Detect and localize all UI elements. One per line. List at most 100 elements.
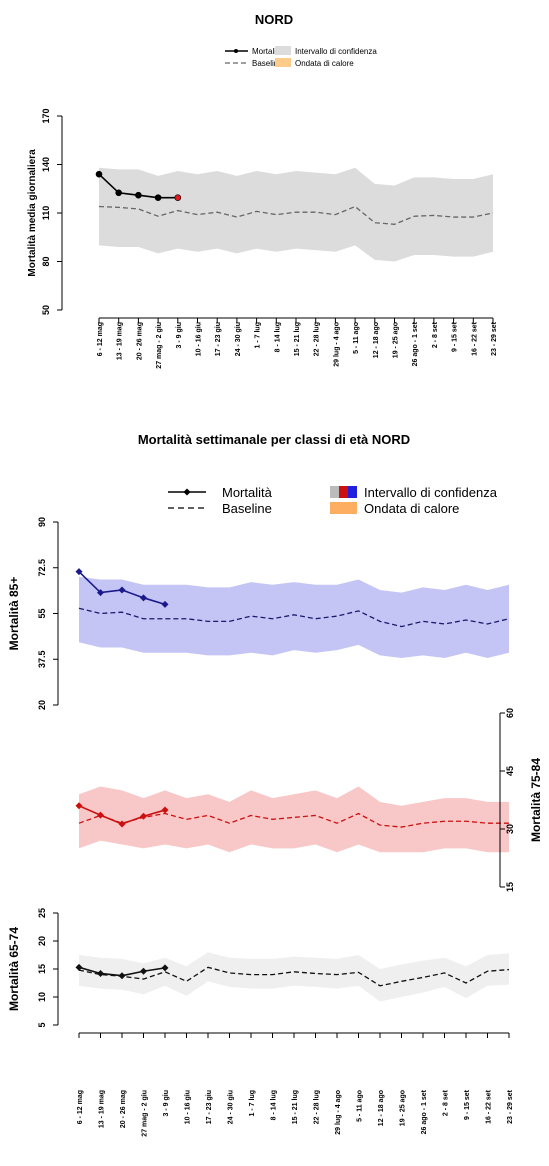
- data-point: [97, 969, 104, 977]
- x-tick-label: 13 - 19 mag: [117, 322, 124, 360]
- legend-swatch: [330, 502, 357, 514]
- data-point: [118, 586, 126, 594]
- legend-label: Mortalità: [252, 47, 283, 56]
- chart-title: Mortalità settimanale per classi di età …: [138, 432, 410, 447]
- x-tick-label: 17 - 23 giu: [206, 1090, 213, 1124]
- data-point: [97, 589, 104, 597]
- baseline-line: [98, 205, 494, 225]
- x-tick-label: 29 lug - 4 ago: [333, 322, 340, 367]
- x-tick-label: 19 - 25 ago: [393, 322, 400, 358]
- x-tick-label: 15 - 21 lug: [294, 322, 301, 356]
- x-tick-label: 26 ago - 1 set: [421, 1089, 428, 1134]
- y-tick-label: 25: [37, 908, 47, 918]
- data-point: [115, 189, 122, 197]
- y-tick-label: 5: [37, 1022, 47, 1027]
- x-tick-label: 5 - 11 ago: [357, 1090, 364, 1122]
- x-tick-label: 6 - 12 mag: [97, 322, 104, 356]
- x-tick-label: 12 - 18 ago: [373, 322, 380, 358]
- legend-marker: [234, 49, 238, 53]
- x-tick-label: 9 - 15 set: [464, 1089, 471, 1120]
- y-axis-title: Mortalità 65-74: [7, 927, 21, 1011]
- data-point: [161, 964, 169, 972]
- y-tick-label: 15: [37, 964, 47, 974]
- data-point: [75, 802, 83, 810]
- x-tick-label: 8 - 14 lug: [274, 322, 281, 352]
- y-tick-label: 37.5: [37, 650, 47, 668]
- confidence-band: [79, 786, 509, 853]
- x-tick-label: 6 - 12 mag: [77, 1090, 84, 1124]
- legend-label: Ondata di calore: [295, 59, 354, 68]
- legend-label: Baseline: [222, 501, 272, 516]
- x-tick-label: 10 - 16 giu: [185, 1090, 192, 1124]
- x-tick-label: 9 - 15 set: [452, 321, 459, 352]
- y-tick-label: 72.5: [37, 559, 47, 577]
- x-tick-label: 1 - 7 lug: [249, 1090, 256, 1116]
- x-tick-label: 16 - 22 set: [486, 1089, 493, 1124]
- x-tick-label: 22 - 28 lug: [314, 1090, 321, 1124]
- data-point: [161, 600, 169, 608]
- y-axis-title: Mortalità 85+: [7, 577, 21, 651]
- legend-marker: [183, 488, 191, 496]
- x-tick-label: 17 - 23 giu: [215, 322, 222, 356]
- x-tick-label: 26 ago - 1 set: [412, 321, 419, 366]
- x-tick-label: 16 - 22 set: [471, 321, 478, 356]
- legend-swatch: [348, 486, 357, 498]
- x-tick-label: 29 lug - 4 ago: [335, 1090, 342, 1135]
- baseline-line: [78, 607, 510, 628]
- data-point: [95, 170, 103, 178]
- x-tick-label: 13 - 19 mag: [99, 1090, 106, 1128]
- x-tick-label: 2 - 8 set: [432, 321, 439, 348]
- x-tick-label: 1 - 7 lug: [255, 322, 262, 348]
- y-tick-label: 45: [505, 766, 515, 776]
- x-tick-label: 23 - 29 set: [491, 321, 498, 356]
- legend-label: Intervallo di confidenza: [364, 485, 498, 500]
- y-tick-label: 15: [505, 882, 515, 892]
- y-tick-label: 50: [41, 305, 51, 315]
- y-tick-label: 60: [505, 708, 515, 718]
- x-tick-label: 3 - 9 giu: [176, 322, 183, 348]
- legend-label: Mortalità: [222, 485, 273, 500]
- confidence-band: [99, 167, 493, 262]
- x-tick-label: 3 - 9 giu: [163, 1090, 170, 1116]
- x-tick-label: 24 - 30 giu: [228, 1090, 235, 1124]
- y-tick-label: 140: [41, 157, 51, 172]
- x-tick-label: 20 - 26 mag: [136, 322, 143, 360]
- x-tick-label: 8 - 14 lug: [271, 1090, 278, 1120]
- data-point: [154, 194, 162, 201]
- x-tick-label: 23 - 29 set: [507, 1089, 514, 1124]
- confidence-band: [79, 952, 509, 1002]
- x-tick-label: 27 mag - 2 giu: [156, 322, 163, 369]
- x-tick-label: 15 - 21 lug: [292, 1090, 299, 1124]
- x-tick-label: 27 mag - 2 giu: [142, 1090, 149, 1137]
- y-tick-label: 90: [37, 517, 47, 527]
- x-tick-label: 2 - 8 set: [443, 1089, 450, 1116]
- baseline-line: [78, 812, 509, 828]
- legend-swatch: [275, 46, 291, 55]
- data-point: [97, 811, 104, 819]
- chart-title: NORD: [255, 12, 293, 27]
- x-tick-label: 24 - 30 giu: [235, 322, 242, 356]
- confidence-band: [79, 576, 509, 658]
- legend-label: Ondata di calore: [364, 501, 459, 516]
- y-tick-label: 20: [37, 700, 47, 710]
- data-point: [174, 194, 182, 201]
- data-point: [161, 806, 169, 814]
- data-point: [140, 967, 147, 975]
- x-tick-label: 12 - 18 ago: [378, 1090, 385, 1126]
- data-point: [75, 963, 83, 971]
- data-point: [135, 191, 142, 199]
- baseline-line: [78, 966, 510, 987]
- x-tick-label: 22 - 28 lug: [314, 322, 321, 356]
- data-point: [75, 568, 83, 576]
- x-tick-label: 10 - 16 giu: [196, 322, 203, 356]
- y-axis-title: Mortalità 75-84: [529, 758, 543, 842]
- y-tick-label: 20: [37, 936, 47, 946]
- x-tick-label: 19 - 25 ago: [400, 1090, 407, 1126]
- y-tick-label: 30: [505, 824, 515, 834]
- legend-swatch: [330, 486, 339, 498]
- y-tick-label: 10: [37, 992, 47, 1002]
- data-point: [140, 594, 147, 602]
- y-tick-label: 170: [41, 108, 51, 123]
